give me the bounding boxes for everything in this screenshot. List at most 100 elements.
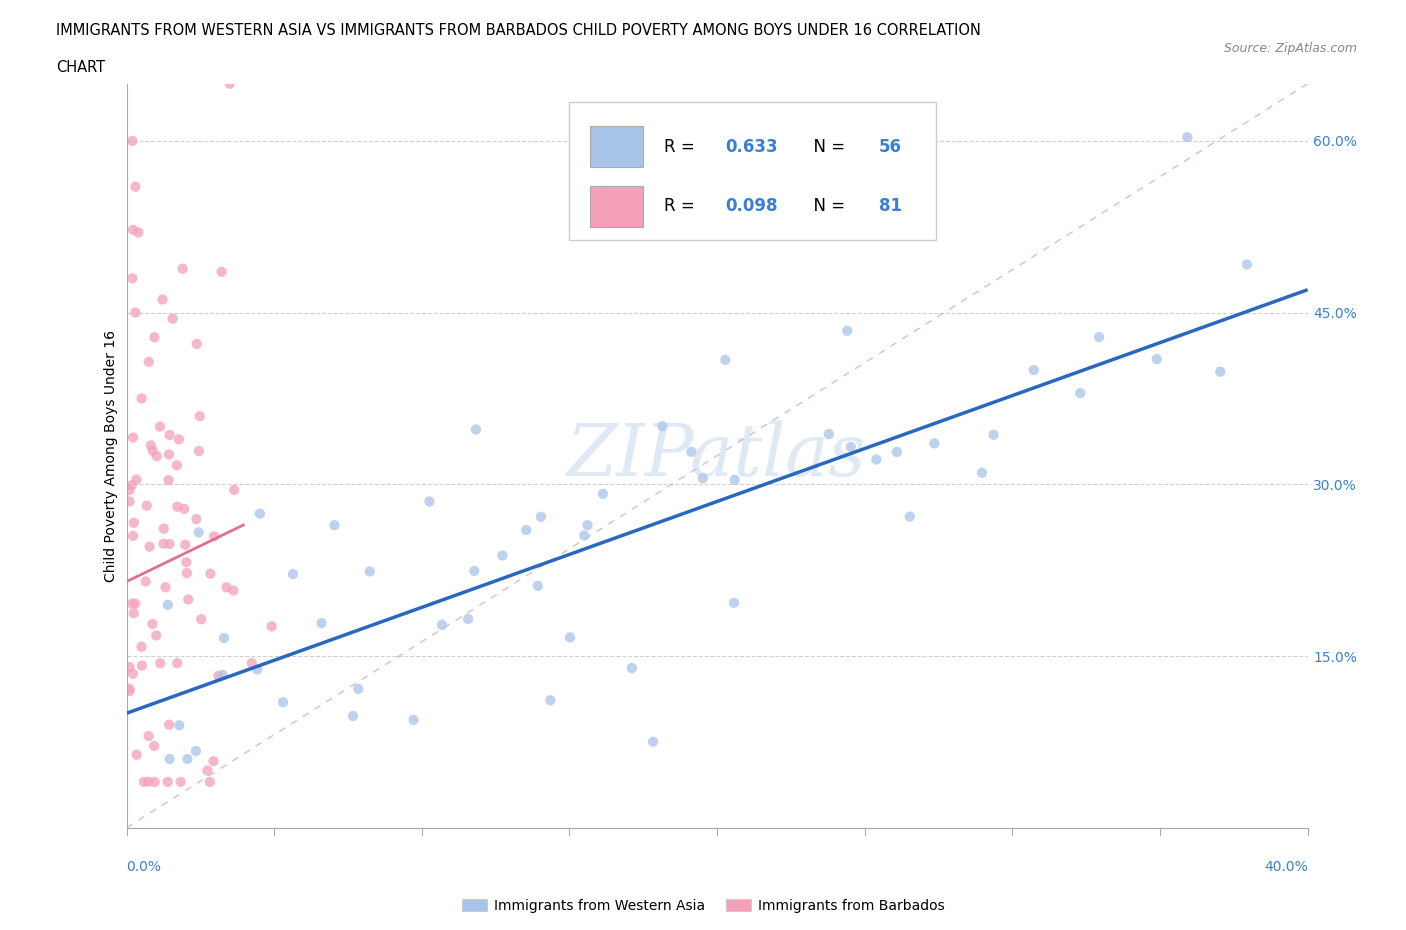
- Point: [138, 775, 160, 790]
- Point: [724, 472, 747, 487]
- Point: [152, 521, 174, 536]
- Point: [157, 447, 180, 462]
- Point: [124, 305, 146, 320]
- Point: [574, 528, 596, 543]
- Point: [124, 179, 146, 194]
- Point: [211, 668, 233, 683]
- Point: [538, 693, 561, 708]
- Point: [162, 312, 184, 326]
- Point: [515, 523, 537, 538]
- Point: [159, 751, 181, 766]
- Point: [121, 271, 143, 286]
- Point: [1146, 352, 1168, 366]
- Point: [592, 486, 614, 501]
- Point: [152, 292, 174, 307]
- Point: [122, 222, 145, 237]
- Point: [124, 596, 146, 611]
- Point: [157, 472, 180, 487]
- Point: [1175, 129, 1198, 144]
- Text: 81: 81: [879, 197, 901, 216]
- Text: Source: ZipAtlas.com: Source: ZipAtlas.com: [1223, 42, 1357, 55]
- Point: [157, 717, 180, 732]
- Point: [145, 628, 167, 643]
- Point: [865, 452, 887, 467]
- Text: N =: N =: [803, 197, 851, 216]
- Point: [159, 428, 181, 443]
- Point: [188, 409, 211, 424]
- Point: [145, 448, 167, 463]
- Point: [347, 682, 370, 697]
- Point: [530, 510, 553, 525]
- Point: [143, 738, 166, 753]
- Text: R =: R =: [664, 197, 700, 216]
- Text: N =: N =: [803, 138, 851, 156]
- Point: [156, 597, 179, 612]
- Text: ZIPatlas: ZIPatlas: [567, 420, 868, 491]
- Point: [818, 427, 841, 442]
- Point: [173, 501, 195, 516]
- Point: [271, 695, 294, 710]
- Point: [121, 478, 143, 493]
- Point: [1069, 386, 1091, 401]
- Point: [167, 432, 190, 446]
- Point: [218, 76, 240, 91]
- Point: [118, 483, 141, 498]
- Text: 0.633: 0.633: [725, 138, 778, 156]
- Point: [166, 458, 188, 472]
- Point: [141, 617, 163, 631]
- Point: [457, 612, 479, 627]
- Text: 56: 56: [879, 138, 901, 156]
- Point: [127, 225, 149, 240]
- Point: [527, 578, 550, 593]
- Point: [142, 444, 165, 458]
- Point: [1022, 363, 1045, 378]
- Point: [924, 436, 946, 451]
- Point: [898, 510, 921, 525]
- Point: [207, 669, 229, 684]
- Point: [152, 537, 174, 551]
- Point: [135, 498, 157, 513]
- Point: [222, 583, 245, 598]
- Point: [491, 548, 513, 563]
- Point: [138, 728, 160, 743]
- Point: [125, 472, 148, 487]
- Point: [212, 631, 235, 645]
- Text: R =: R =: [664, 138, 700, 156]
- Point: [143, 330, 166, 345]
- Point: [132, 775, 155, 790]
- Point: [714, 352, 737, 367]
- Point: [643, 735, 665, 750]
- Point: [177, 592, 200, 607]
- Point: [184, 744, 207, 759]
- FancyBboxPatch shape: [569, 102, 935, 240]
- Point: [139, 438, 162, 453]
- Point: [186, 512, 208, 526]
- Point: [143, 775, 166, 790]
- Point: [122, 515, 145, 530]
- Point: [558, 630, 581, 644]
- Point: [190, 612, 212, 627]
- Point: [983, 427, 1005, 442]
- Point: [186, 337, 208, 352]
- Point: [215, 579, 238, 594]
- Point: [202, 529, 225, 544]
- Point: [464, 422, 486, 437]
- Point: [166, 499, 188, 514]
- Point: [118, 659, 141, 674]
- Point: [122, 528, 145, 543]
- Point: [118, 681, 141, 696]
- Point: [202, 754, 225, 769]
- Point: [224, 483, 246, 498]
- Point: [323, 518, 346, 533]
- Point: [240, 656, 263, 671]
- Point: [121, 596, 143, 611]
- Point: [176, 565, 198, 580]
- Point: [200, 566, 222, 581]
- Point: [197, 764, 219, 778]
- Point: [837, 324, 859, 339]
- Point: [249, 506, 271, 521]
- Point: [723, 595, 745, 610]
- Point: [176, 555, 198, 570]
- Point: [211, 264, 233, 279]
- Point: [187, 525, 209, 540]
